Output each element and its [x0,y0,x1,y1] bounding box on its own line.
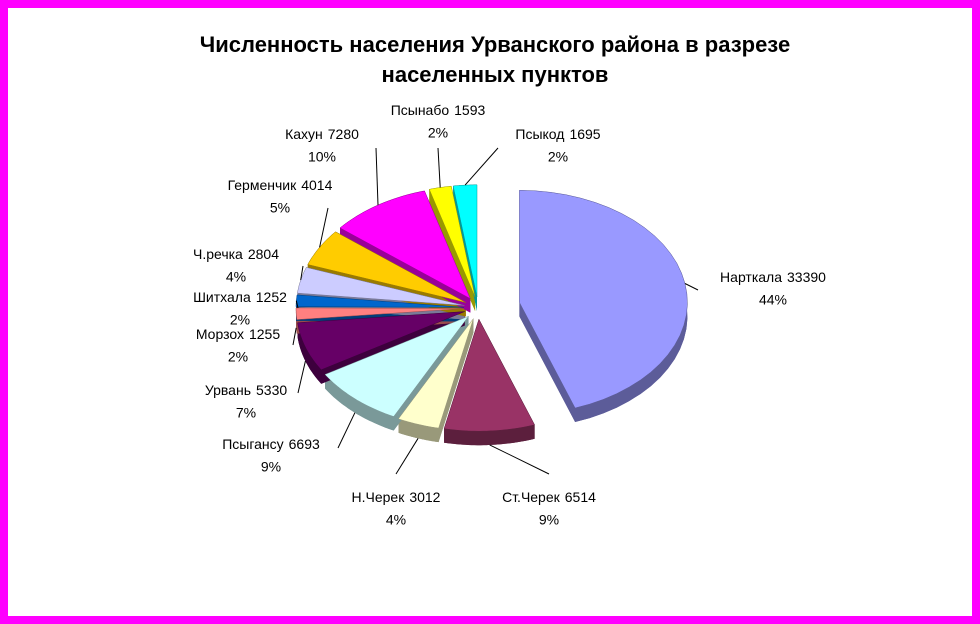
slice-wall [429,189,476,312]
leader-line [337,412,356,449]
chart-title: Численность населения Урванского района … [200,32,790,57]
percent-label: 2% [228,349,248,365]
value-label: 3012 [409,489,440,505]
data-label: Морзох 1255 [196,326,280,342]
percent-label: 9% [539,512,559,528]
value-label: 1695 [569,126,600,142]
data-label: Ст.Черек 6514 [502,489,596,505]
slice [443,318,535,432]
data-label: Псынабо 1593 [391,102,486,118]
category-name: Герменчик [228,177,297,193]
data-label: Ч.речка 2804 [193,246,279,262]
slice-tops [295,184,688,432]
data-label: Н.Черек 3012 [352,489,441,505]
value-label: 2804 [248,246,279,262]
percent-label: 4% [226,269,246,285]
leader-line [437,147,441,188]
leader-line [300,265,304,281]
slice [297,311,465,371]
category-name: Псынабо [391,102,450,118]
slice-side [325,374,394,431]
data-label: Кахун 7280 [285,126,359,142]
leader-line [464,147,499,186]
data-label: Шитхала 1252 [193,289,287,305]
value-label: 6514 [565,489,596,505]
slice [324,315,470,417]
leader-line [395,438,419,475]
value-label: 33390 [787,269,826,285]
percent-label: 10% [308,149,336,165]
slice-side [297,322,322,384]
category-name: Псыгансу [222,436,283,452]
category-name: Морзох [196,326,244,342]
leader-line [295,300,299,309]
percent-label: 2% [230,312,250,328]
category-name: Псыкод [515,126,564,142]
percent-label: 4% [386,512,406,528]
leader-line [292,327,297,346]
category-name: Шитхала [193,289,251,305]
category-name: Ч.речка [193,246,243,262]
data-label: Нарткала 33390 [720,269,826,285]
data-label: Урвань 5330 [205,382,288,398]
leader-line [297,360,306,394]
chart: Численность населения Урванского района … [193,32,826,528]
category-name: Урвань [205,382,251,398]
category-name: Нарткала [720,269,782,285]
data-label: Герменчик 4014 [228,177,333,193]
value-label: 7280 [328,126,359,142]
slice-side [398,418,439,443]
value-label: 4014 [301,177,332,193]
percent-label: 44% [759,292,787,308]
slice-wall [519,302,576,423]
category-name: Ст.Черек [502,489,561,505]
percent-label: 2% [548,149,568,165]
value-label: 5330 [256,382,287,398]
leader-line [489,444,550,475]
value-label: 1593 [454,102,485,118]
chart-title: населенных пунктов [382,62,609,87]
percent-label: 5% [270,200,290,216]
data-label: Псыкод 1695 [515,126,600,142]
leader-line [375,147,379,206]
slice [519,190,688,409]
percent-label: 9% [261,459,281,475]
slice [398,318,474,429]
category-name: Кахун [285,126,323,142]
percent-label: 2% [428,125,448,141]
slice [295,307,465,320]
data-label: Псыгансу 6693 [222,436,320,452]
value-label: 6693 [289,436,320,452]
value-label: 1252 [256,289,287,305]
slice-wall [438,318,474,443]
leader-line [319,207,329,248]
slice-side [444,424,535,446]
value-label: 1255 [249,326,280,342]
percent-label: 7% [236,405,256,421]
leader-line [684,283,699,291]
category-name: Н.Черек [352,489,406,505]
